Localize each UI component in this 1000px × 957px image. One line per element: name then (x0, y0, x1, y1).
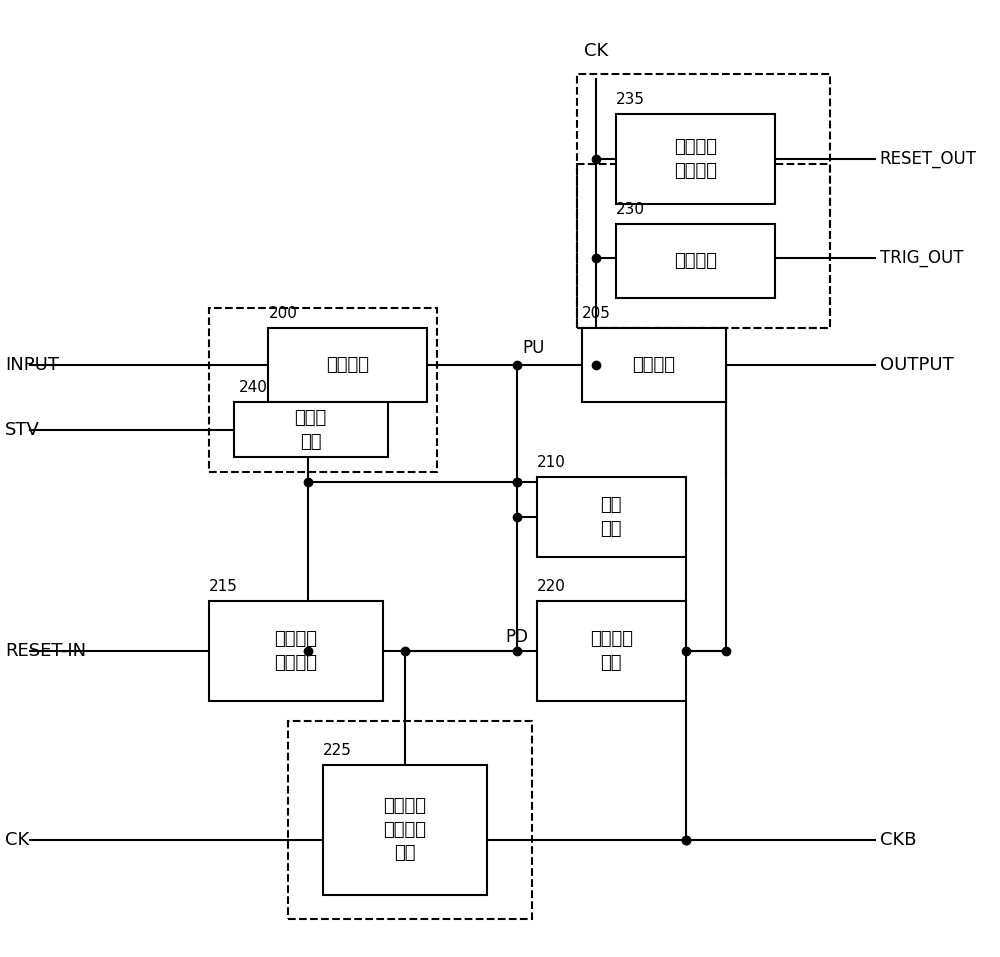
Text: 输入模块: 输入模块 (326, 356, 369, 374)
Bar (537, 477, 686, 557)
Text: 215: 215 (209, 579, 238, 594)
Text: CK: CK (5, 831, 29, 849)
Bar (616, 224, 775, 298)
Text: 触发模块: 触发模块 (674, 252, 717, 270)
Bar (616, 114, 775, 204)
Text: 初始化
模块: 初始化 模块 (295, 409, 327, 451)
Text: 210: 210 (537, 455, 566, 470)
Text: 复位信号
输出模块: 复位信号 输出模块 (674, 138, 717, 180)
Text: 输出复位
模块: 输出复位 模块 (590, 630, 633, 672)
Bar (323, 766, 487, 895)
Text: PU: PU (522, 339, 544, 357)
Bar (288, 721, 532, 920)
Text: TRIG_OUT: TRIG_OUT (880, 250, 963, 267)
Bar (577, 75, 830, 328)
Text: 240: 240 (239, 381, 267, 395)
Bar (537, 601, 686, 701)
Text: PD: PD (505, 628, 528, 646)
Text: 输出模块: 输出模块 (632, 356, 675, 374)
Bar (234, 403, 388, 457)
Text: 220: 220 (537, 579, 566, 594)
Text: 225: 225 (323, 744, 352, 758)
Bar (582, 328, 726, 403)
Text: OUTPUT: OUTPUT (880, 356, 953, 374)
Bar (209, 601, 383, 701)
Bar (209, 308, 437, 472)
Text: 235: 235 (616, 92, 645, 107)
Text: CK: CK (584, 41, 609, 59)
Text: RESET-IN: RESET-IN (5, 642, 86, 660)
Text: 电容
模块: 电容 模块 (601, 496, 622, 538)
Text: CKB: CKB (880, 831, 916, 849)
Text: RESET_OUT: RESET_OUT (880, 150, 977, 167)
Text: STV: STV (5, 421, 40, 439)
Text: 上拉节点
复位模块: 上拉节点 复位模块 (274, 630, 317, 672)
Text: 下拉节点
电平控制
模块: 下拉节点 电平控制 模块 (384, 797, 427, 862)
Text: INPUT: INPUT (5, 356, 59, 374)
Text: 200: 200 (268, 306, 297, 321)
Text: 205: 205 (582, 306, 610, 321)
Bar (268, 328, 427, 403)
Bar (577, 164, 830, 328)
Text: 230: 230 (616, 202, 645, 216)
